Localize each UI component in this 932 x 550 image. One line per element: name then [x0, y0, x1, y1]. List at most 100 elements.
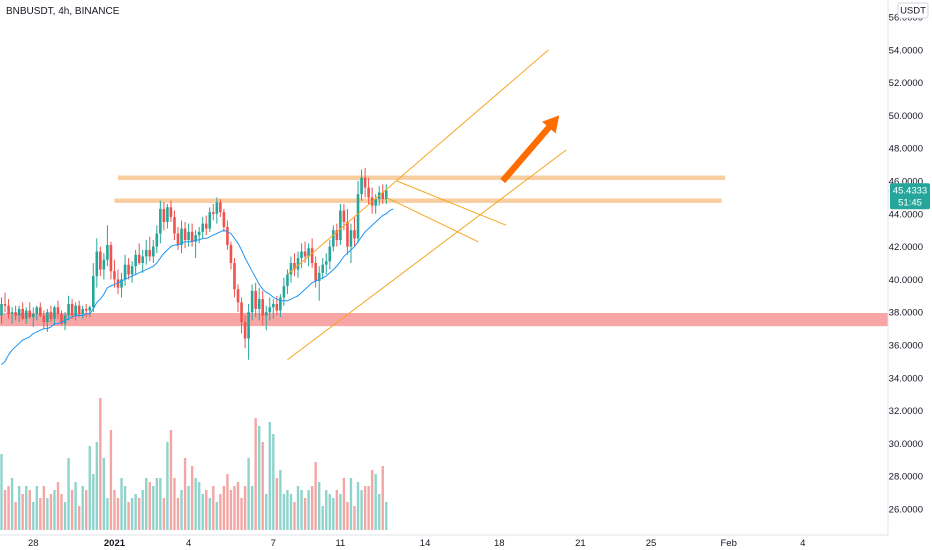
volume-bar — [293, 502, 296, 530]
volume-bar — [279, 470, 282, 530]
volume-bar — [360, 490, 363, 530]
candle-body — [169, 207, 173, 218]
candle-body — [222, 212, 226, 227]
time-tick-label: 4 — [800, 538, 805, 549]
volume-bar — [92, 474, 95, 530]
time-tick-label: 28 — [28, 538, 39, 549]
volume-bar — [148, 482, 151, 530]
candle-body — [247, 312, 250, 339]
volume-bar — [328, 494, 331, 530]
flag-upper[interactable] — [396, 180, 507, 226]
volume-bar — [106, 498, 109, 530]
channel-upper[interactable] — [287, 49, 549, 275]
candle-body — [99, 251, 102, 270]
candle-body — [194, 235, 197, 242]
candle-body — [173, 217, 176, 234]
volume-bar — [205, 490, 208, 530]
candle-body — [356, 194, 360, 239]
volume-bar — [88, 446, 91, 530]
candle-body — [363, 177, 367, 188]
up-arrow[interactable] — [500, 115, 560, 184]
volume-bar — [53, 490, 56, 530]
volume-bar — [145, 478, 148, 530]
resistance-line[interactable] — [117, 175, 726, 180]
candle-body — [300, 251, 303, 259]
volume-bar — [370, 470, 374, 530]
candle-body — [384, 190, 388, 200]
candle-body — [10, 312, 14, 314]
currency-badge[interactable]: USDT — [897, 2, 929, 19]
volume-bar — [289, 494, 293, 530]
candle-body — [88, 307, 92, 311]
volume-bar — [81, 486, 84, 530]
volume-bar — [363, 486, 367, 530]
candle-body — [74, 305, 77, 316]
candle-body — [286, 274, 289, 286]
volume-bar — [268, 422, 271, 530]
price-tick-label: 44.0000 — [889, 209, 923, 220]
candle-body — [303, 251, 307, 257]
volume-bar — [180, 490, 183, 530]
volume-bar — [215, 502, 219, 530]
volume-bar — [169, 430, 173, 530]
volume-bar — [134, 494, 137, 530]
candle-body — [275, 304, 279, 311]
candle-body — [374, 199, 377, 206]
currency-label: USDT — [900, 6, 926, 17]
volume-bar — [240, 498, 243, 530]
price-tick-label: 34.0000 — [889, 373, 923, 384]
support-zone[interactable] — [0, 313, 888, 327]
candle-body — [282, 285, 286, 298]
candle-body — [328, 246, 332, 262]
volume-bar — [381, 466, 384, 530]
candle-body — [314, 263, 317, 282]
candle-body — [353, 230, 356, 239]
volume-bar — [374, 474, 377, 530]
volume-bar — [243, 486, 247, 530]
time-axis[interactable]: 2021 4 7 11 14 18 21 25 28 Feb 4 — [0, 534, 888, 549]
candle-body — [151, 246, 155, 257]
candle-body — [293, 263, 296, 270]
volume-bar — [95, 442, 99, 530]
volume-bar — [49, 494, 53, 530]
candle-body — [296, 258, 300, 270]
candle-body — [236, 289, 240, 303]
candle-body — [335, 230, 339, 241]
countdown: 51:45 — [898, 197, 922, 208]
candle-body — [212, 212, 215, 214]
candle-body — [21, 308, 24, 319]
volume-bar — [70, 490, 74, 530]
price-tick-label: 32.0000 — [889, 406, 923, 417]
volume-bar — [219, 494, 222, 530]
candle-body — [250, 290, 254, 313]
volume-bar — [349, 478, 353, 530]
candle-body — [162, 208, 166, 222]
candle-body — [70, 304, 74, 316]
volume-bar — [123, 486, 127, 530]
candle-body — [91, 276, 95, 308]
volume-bar — [39, 498, 42, 530]
volume-bar — [356, 482, 360, 530]
volume-bar — [74, 482, 77, 530]
channel-lower[interactable] — [287, 149, 567, 361]
candle-body — [77, 305, 81, 314]
candle-body — [317, 272, 321, 282]
volume-bar — [353, 506, 356, 530]
volume-bar — [197, 482, 201, 530]
resistance-line[interactable] — [114, 198, 722, 203]
volume-bar — [296, 486, 300, 530]
candle-body — [219, 202, 222, 213]
flag-lower[interactable] — [386, 196, 479, 243]
candle-body — [321, 264, 325, 273]
candle-body — [42, 315, 46, 323]
candle-body — [346, 222, 349, 247]
candle-body — [381, 192, 385, 200]
candle-body — [264, 312, 268, 316]
price-axis[interactable]: 56.000054.000052.000050.000048.000046.00… — [887, 0, 932, 550]
candle-body — [332, 230, 335, 247]
candle-body — [144, 249, 148, 257]
moving-average — [1, 208, 394, 366]
volume-bar — [321, 506, 324, 530]
price-tick-label: 28.0000 — [889, 472, 923, 483]
